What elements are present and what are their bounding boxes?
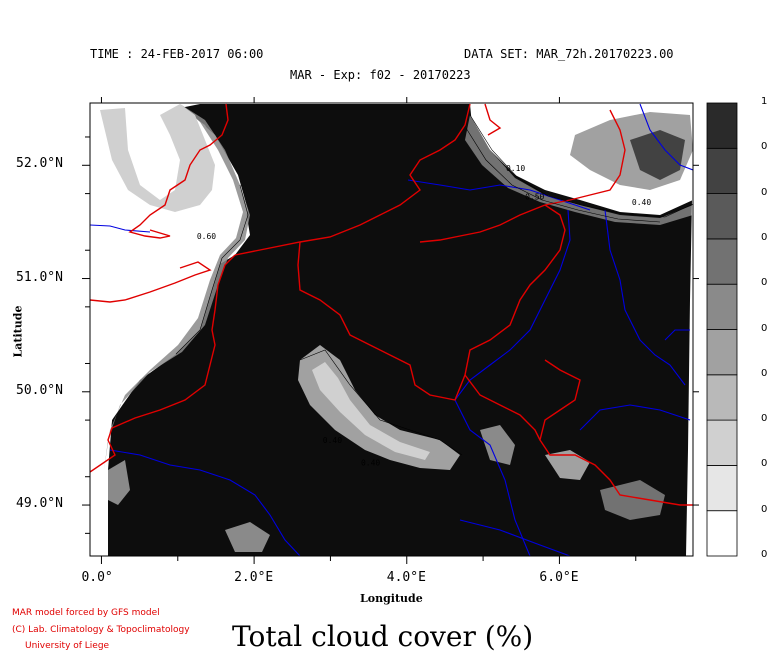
colorbar-swatch <box>706 329 738 376</box>
cloud-field <box>90 103 693 556</box>
y-tick-label: 51.0°N <box>16 269 63 285</box>
y-tick-label: 50.0°N <box>16 382 63 398</box>
contour-value-label: 0.10 <box>506 164 525 173</box>
x-tick-label: 2.0°E <box>234 570 274 585</box>
borders <box>90 103 693 506</box>
river-thames <box>90 224 151 233</box>
patch-s-1 <box>225 522 270 552</box>
contour-labels: 0.10 0.50 0.40 0.60 0.40 0.40 <box>197 164 652 467</box>
time-label: TIME : 24-FEB-2017 06:00 <box>90 47 264 61</box>
gradient-band-ne <box>465 115 693 225</box>
river-rhine <box>604 209 686 386</box>
rivers <box>90 103 693 556</box>
coast-netherlands-north <box>484 103 502 136</box>
coast-france <box>90 254 236 473</box>
experiment-label: MAR - Exp: f02 - 20170223 <box>290 68 471 82</box>
x-tick-label: 6.0°E <box>539 570 579 585</box>
colorbar-tick-label: 0 <box>761 549 768 560</box>
colorbar-tick-label: 0.8 <box>761 186 768 198</box>
y-tick-label: 52.0°N <box>16 156 63 172</box>
credit-line-1: MAR model forced by GFS model <box>12 608 160 618</box>
colorbar-swatch <box>706 193 738 240</box>
colorbar-tick-label: 0.2 <box>761 458 768 470</box>
colorbar-tick-label: 0.6 <box>761 277 768 289</box>
domain-edge-sw <box>90 470 108 556</box>
coast-england-east <box>128 103 229 239</box>
credit-line-3: University of Liege <box>25 641 110 651</box>
colorbar-tick-label: 1 <box>761 96 768 107</box>
river-rhine-branch <box>664 329 690 341</box>
dataset-label: DATA SET: MAR_72h.20170223.00 <box>464 47 674 61</box>
colorbar-swatch <box>706 283 738 330</box>
colorbar-swatch <box>706 102 738 149</box>
y-axis-label: Latitude <box>11 305 25 358</box>
colorbar-swatch <box>706 147 738 195</box>
coast-belgium-netherlands <box>234 103 471 256</box>
colorbar-swatch <box>706 374 738 421</box>
cloud-dense-region <box>108 104 693 556</box>
contour-value-label: 0.40 <box>323 436 342 445</box>
river-meuse <box>454 209 571 556</box>
contour-ne-2 <box>465 127 661 223</box>
coast-england-south <box>90 261 212 303</box>
colorbar-tick-label: 0.7 <box>761 231 768 243</box>
gray-patch-nw <box>100 104 215 212</box>
contour-ne-1 <box>469 114 693 218</box>
border-belgium-netherlands <box>419 204 546 243</box>
colorbar-tick-label: 0.3 <box>761 413 768 425</box>
plot-frame <box>89 102 694 557</box>
colorbar-tick-label: 0.1 <box>761 503 768 515</box>
contour-lines <box>175 114 693 456</box>
contour-c-1 <box>299 349 463 456</box>
colorbar <box>706 102 738 557</box>
credit-line-2: (C) Lab. Climatology & Topoclimatology <box>12 625 190 635</box>
contour-value-label: 0.40 <box>361 458 380 467</box>
colorbar-tick-label: 0.9 <box>761 141 768 153</box>
x-axis-label: Longitude <box>360 592 423 605</box>
contour-w-1 <box>175 184 249 355</box>
y-tick-label: 49.0°N <box>16 496 63 512</box>
border-luxembourg-germany <box>539 359 693 506</box>
colorbar-tick-label: 0.4 <box>761 367 768 379</box>
colorbar-tick-label: 0.5 <box>761 322 768 334</box>
colorbar-swatch <box>706 510 738 557</box>
patch-se-1 <box>480 425 515 465</box>
x-tick-label: 4.0°E <box>386 570 426 585</box>
colorbar-swatch <box>706 464 738 512</box>
river-south <box>459 519 571 556</box>
contour-value-label: 0.40 <box>632 198 651 207</box>
colorbar-swatch <box>706 238 738 285</box>
axis-ticks <box>82 97 699 564</box>
border-france-belgium-germany <box>297 204 566 401</box>
river-rhine-delta <box>407 179 591 211</box>
domain-edge-east <box>686 104 693 556</box>
light-tongue-center <box>312 362 430 460</box>
river-moselle-east <box>579 404 691 431</box>
colorbar-swatch <box>706 419 738 466</box>
border-luxembourg <box>464 374 541 441</box>
contour-value-label: 0.50 <box>525 192 544 201</box>
gray-tongue-center <box>298 345 460 470</box>
patch-sw <box>108 460 130 505</box>
chart-title: Total cloud cover (%) <box>232 620 534 653</box>
border-netherlands-germany <box>544 109 626 206</box>
river-ems <box>639 103 693 171</box>
clear-region-west <box>90 104 248 470</box>
river-seine <box>109 449 301 556</box>
contour-value-label: 0.60 <box>197 232 216 241</box>
x-tick-label: 0.0° <box>81 570 113 585</box>
dark-patch-ne <box>630 130 685 180</box>
